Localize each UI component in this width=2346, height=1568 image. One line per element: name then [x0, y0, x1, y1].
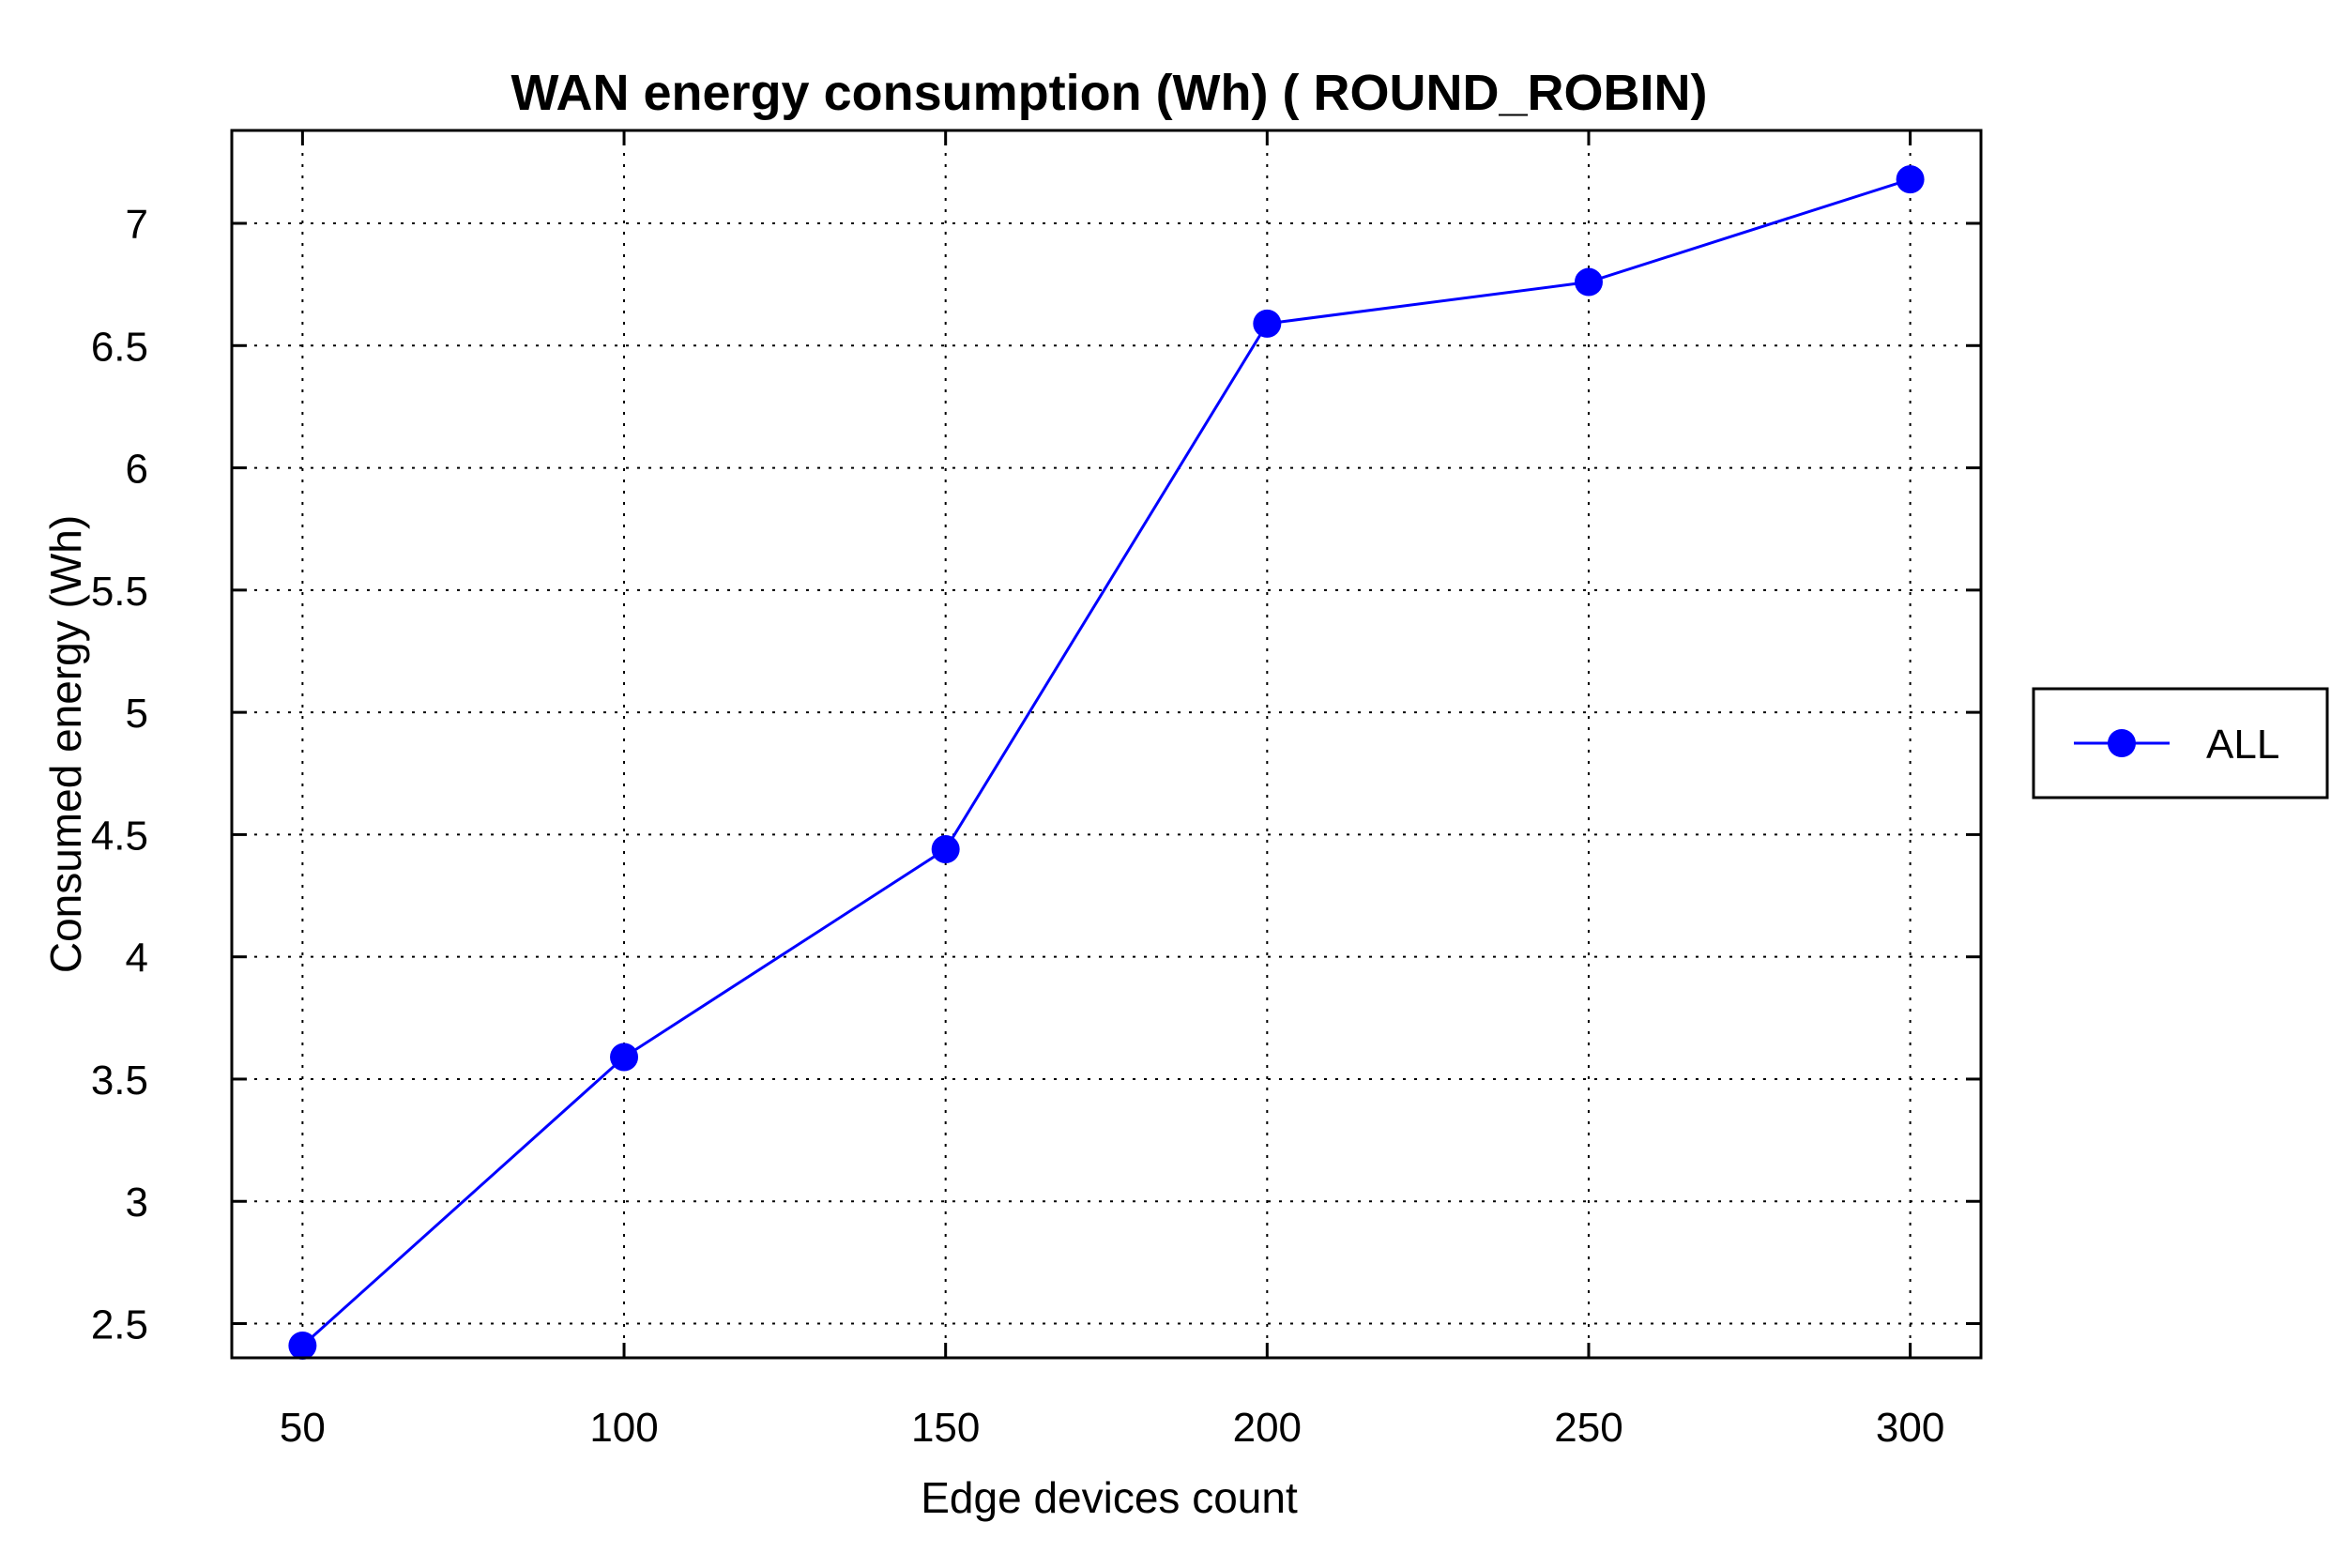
y-tick-label: 3.5	[91, 1058, 148, 1104]
legend-marker	[2108, 729, 2136, 757]
x-tick-label: 100	[589, 1405, 658, 1451]
y-axis-label: Consumed energy (Wh)	[41, 515, 90, 973]
y-tick-label: 2.5	[91, 1302, 148, 1348]
chart-title: WAN energy consumption (Wh) ( ROUND_ROBI…	[511, 65, 1708, 121]
series-line-all	[301, 177, 1912, 1347]
x-tick-label: 200	[1233, 1405, 1302, 1451]
data-point	[1574, 267, 1603, 297]
data-point	[1253, 309, 1282, 338]
legend-box	[2032, 687, 2329, 799]
data-point	[610, 1043, 639, 1072]
series-layer	[288, 165, 1925, 1360]
y-tick-label: 6	[126, 447, 148, 493]
legend-label-all: ALL	[2206, 722, 2279, 768]
data-point	[288, 1331, 317, 1360]
axis-ticks	[232, 130, 1981, 1358]
x-tick-label: 150	[911, 1405, 980, 1451]
y-tick-label: 7	[126, 202, 148, 248]
y-tick-label: 6.5	[91, 324, 148, 370]
y-tick-label: 3	[126, 1180, 148, 1225]
y-tick-labels: 2.5 3 3.5 4 4.5 5 5.5 6 6.5 7	[91, 202, 148, 1348]
y-tick-label: 5	[126, 691, 148, 737]
x-tick-label: 250	[1554, 1405, 1622, 1451]
x-tick-label: 300	[1876, 1405, 1944, 1451]
legend: ALL	[2032, 687, 2329, 799]
data-point	[1896, 165, 1925, 194]
y-tick-label: 5.5	[91, 569, 148, 615]
data-point	[931, 835, 960, 864]
x-tick-label: 50	[280, 1405, 326, 1451]
y-tick-label: 4.5	[91, 813, 148, 859]
plot-frame	[230, 129, 1983, 1360]
y-tick-label: 4	[126, 936, 148, 982]
x-tick-labels: 50 100 150 200 250 300	[280, 1405, 1944, 1451]
x-axis-label: Edge devices count	[921, 1473, 1298, 1522]
